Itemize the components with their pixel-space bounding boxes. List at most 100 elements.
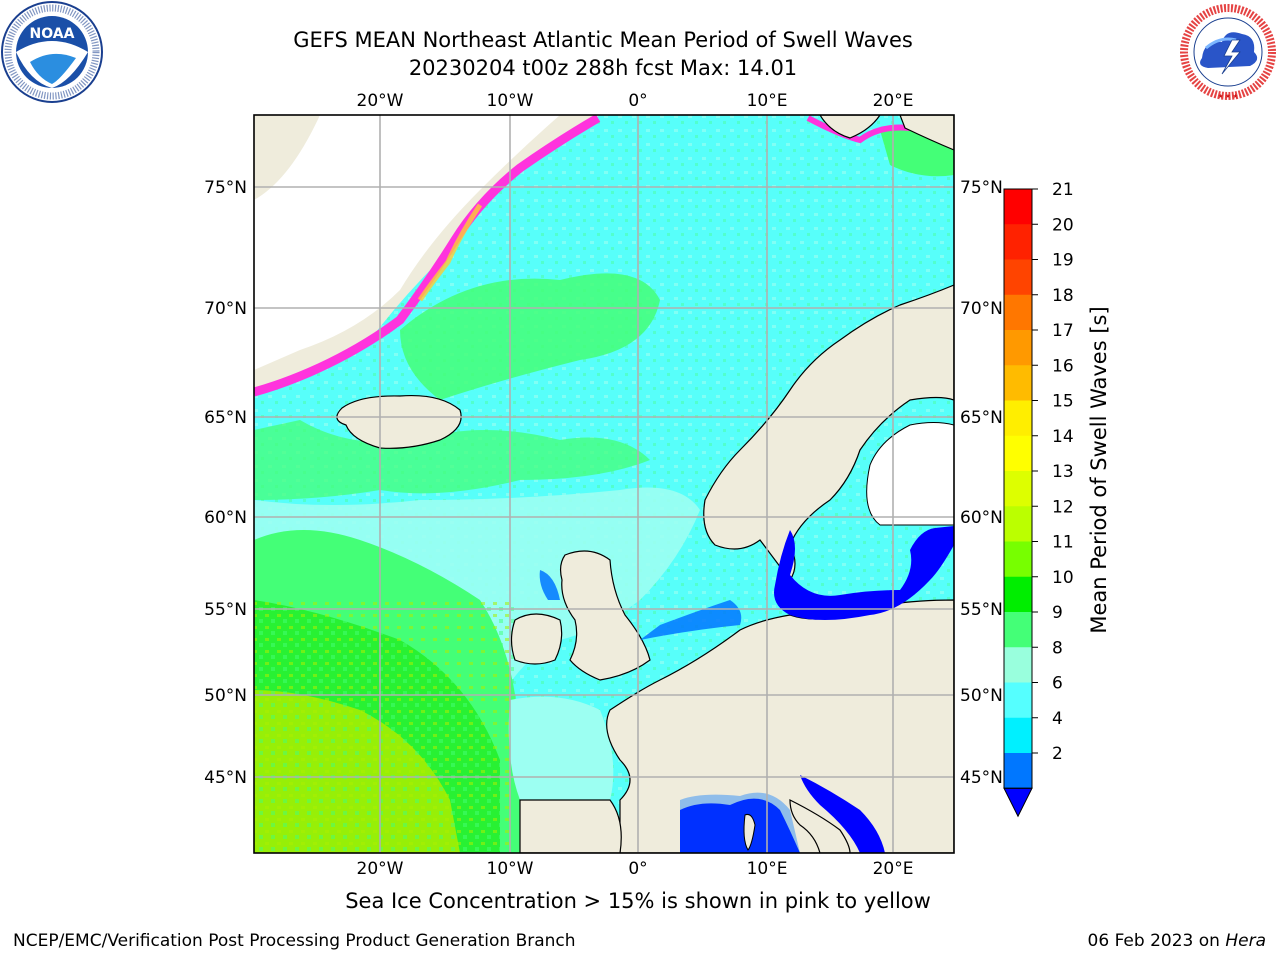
lat-lon-grid — [254, 115, 954, 853]
lat-label-right: 45°N — [960, 768, 1003, 788]
sea-mediterranean — [680, 798, 800, 853]
colorbar-bin — [1004, 647, 1032, 683]
sea-adriatic — [800, 775, 885, 853]
greenland-white-interior — [254, 115, 560, 370]
colorbar-bin — [1004, 541, 1032, 578]
colorbar-bin — [1004, 189, 1032, 225]
lon-label-bottom: 0° — [628, 859, 647, 879]
colorbar-bin — [1004, 330, 1032, 366]
lat-label-left: 60°N — [204, 508, 247, 528]
colorbar-bin — [1004, 753, 1032, 789]
lon-label-top: 20°W — [357, 91, 404, 111]
colorbar-bin — [1004, 576, 1032, 613]
lon-label-top: 0° — [628, 91, 647, 111]
swell-region-2-4s-west-uk — [539, 570, 560, 600]
landmass-italy — [789, 799, 851, 853]
lon-label-top: 10°W — [487, 91, 534, 111]
swell-region-2-4s-channel — [640, 600, 742, 640]
colorbar-bin — [1004, 435, 1032, 472]
lat-label-left: 55°N — [204, 600, 247, 620]
colorbar-bin — [1004, 612, 1032, 648]
landmass-ireland — [510, 613, 563, 665]
footer-credit: NCEP/EMC/Verification Post Processing Pr… — [13, 931, 576, 951]
colorbar-tick-label: 6 — [1052, 674, 1063, 694]
nws-logo: ★ ★ ★ — [1180, 4, 1276, 100]
lat-label-right: 75°N — [960, 178, 1003, 198]
colorbar-tick-label: 20 — [1052, 215, 1074, 235]
colorbar-tick-label: 19 — [1052, 251, 1074, 271]
colorbar-tick-label: 9 — [1052, 603, 1063, 623]
colorbar-label: Mean Period of Swell Waves [s] — [1087, 306, 1111, 633]
colorbar-bin — [1004, 717, 1032, 754]
colorbar: 21 20 19 18 17 16 15 14 13 12 11 10 9 8 6 4 2 — [1003, 180, 1074, 818]
footer-host: Hera — [1225, 931, 1266, 951]
colorbar-bin — [1004, 259, 1032, 296]
map-title-line1: GEFS MEAN Northeast Atlantic Mean Period… — [293, 28, 913, 52]
colorbar-tick-label: 18 — [1052, 286, 1074, 306]
lon-label-bottom: 10°E — [747, 859, 788, 879]
colorbar-tick-label: 12 — [1052, 497, 1074, 517]
map-frame — [253, 114, 955, 854]
lat-label-right: 65°N — [960, 408, 1003, 428]
colorbar-tick-label: 14 — [1052, 427, 1074, 447]
sea-ice-svalbard — [806, 115, 954, 144]
landmass-corsica-sardinia — [743, 814, 756, 851]
sea-ice-edge-yellow — [417, 203, 483, 302]
map-title-line2: 20230204 t00z 288h fcst Max: 14.01 — [408, 56, 798, 80]
colorbar-tick-label: 21 — [1052, 180, 1074, 200]
colorbar-under-arrow — [1003, 787, 1033, 818]
colorbar-tick-label: 17 — [1052, 321, 1074, 341]
swell-region-9-10s-central — [254, 420, 650, 500]
finland-white — [866, 422, 954, 526]
lat-label-left: 75°N — [204, 178, 247, 198]
colorbar-bin — [1004, 365, 1032, 401]
colorbar-bin — [1004, 224, 1032, 260]
lat-label-left: 50°N — [204, 686, 247, 706]
lat-labels-left: 75°N 70°N 65°N 60°N 55°N 50°N 45°N — [204, 178, 247, 788]
lat-label-right: 55°N — [960, 600, 1003, 620]
lon-label-bottom: 10°W — [487, 859, 534, 879]
landmass-iberia — [519, 799, 622, 853]
colorbar-tick-label: 15 — [1052, 392, 1074, 412]
swell-region-short-biscay — [508, 696, 614, 800]
colorbar-bin — [1004, 471, 1032, 507]
colorbar-frame — [1003, 188, 1033, 789]
colorbar-bin — [1004, 506, 1032, 542]
colorbar-tick-label: 11 — [1052, 533, 1074, 553]
sea-ice-note: Sea Ice Concentration > 15% is shown in … — [345, 889, 931, 913]
lat-labels-right: 75°N 70°N 65°N 60°N 55°N 50°N 45°N — [960, 178, 1003, 788]
lat-label-left: 70°N — [204, 299, 247, 319]
noaa-logo: NOAA — [1, 1, 103, 103]
colorbar-tick-label: 8 — [1052, 638, 1063, 658]
footer-date-text: 06 Feb 2023 on — [1087, 931, 1220, 951]
landmass-iceland — [336, 394, 462, 449]
landmass-great-britain — [559, 550, 651, 681]
lat-label-left: 65°N — [204, 408, 247, 428]
lon-labels-top: 20°W 10°W 0° 10°E 20°E — [357, 91, 914, 111]
lon-label-bottom: 20°E — [873, 859, 914, 879]
sea-mediterranean-fringe — [680, 792, 800, 853]
lon-labels-bottom: 20°W 10°W 0° 10°E 20°E — [357, 859, 914, 879]
lat-label-right: 70°N — [960, 299, 1003, 319]
colorbar-bin — [1004, 294, 1032, 331]
colorbar-bin — [1004, 400, 1032, 437]
colorbar-tick-label: 10 — [1052, 568, 1074, 588]
lon-label-top: 10°E — [747, 91, 788, 111]
lat-label-left: 45°N — [204, 768, 247, 788]
colorbar-tick-label: 13 — [1052, 462, 1074, 482]
colorbar-tick-label: 2 — [1052, 744, 1063, 764]
colorbar-tick-label: 4 — [1052, 709, 1063, 729]
lat-label-right: 50°N — [960, 686, 1003, 706]
swell-region-9-10s-north — [400, 273, 660, 400]
lon-label-bottom: 20°W — [357, 859, 404, 879]
noaa-logo-text: NOAA — [30, 26, 75, 42]
map-plot-area — [254, 115, 954, 853]
sea-baltic — [774, 526, 954, 620]
lat-label-right: 60°N — [960, 508, 1003, 528]
sea-ice-edge — [254, 115, 601, 397]
colorbar-tick-label: 16 — [1052, 356, 1074, 376]
footer-date: 06 Feb 2023 on Hera — [1088, 931, 1266, 951]
colorbar-bin — [1004, 682, 1032, 719]
lon-label-top: 20°E — [873, 91, 914, 111]
